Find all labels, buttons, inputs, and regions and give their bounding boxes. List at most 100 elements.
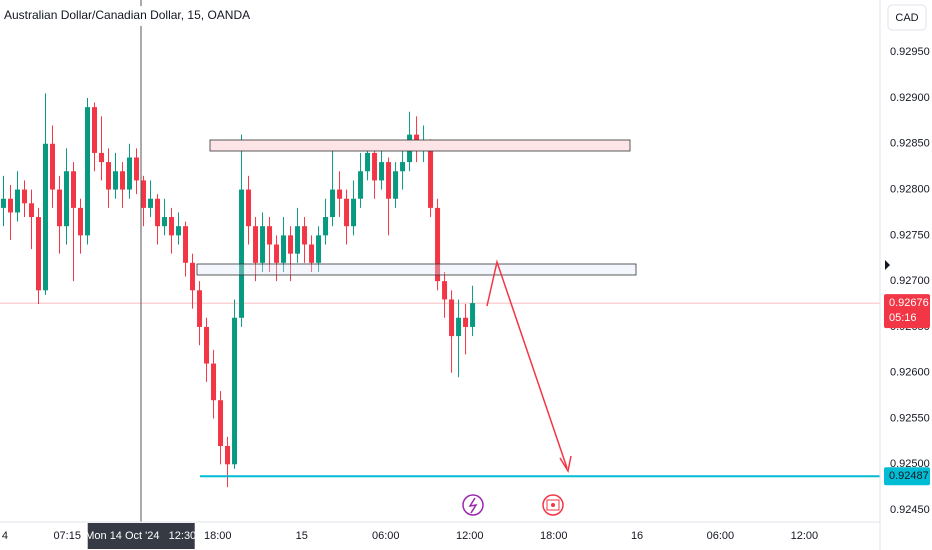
candle-body xyxy=(400,162,406,172)
candle-body xyxy=(281,235,287,263)
candle-body xyxy=(29,203,35,218)
flag-dot xyxy=(551,503,555,507)
candle-body xyxy=(309,244,315,263)
candle-body xyxy=(127,157,133,190)
candle-body xyxy=(379,162,385,181)
candle-body xyxy=(372,152,378,181)
candle-body xyxy=(323,217,329,236)
candle-body xyxy=(190,262,196,291)
candle-body xyxy=(316,235,322,263)
candle-body xyxy=(428,143,434,208)
last-price-bg xyxy=(884,294,930,329)
candle-body xyxy=(183,226,189,263)
candle-body xyxy=(435,207,441,282)
candle-body xyxy=(197,290,203,327)
projection-arrow xyxy=(486,259,568,469)
last-price-label: 0.92676 xyxy=(889,297,929,309)
candle-body xyxy=(288,235,294,254)
candle-body xyxy=(134,157,140,181)
candle-body xyxy=(8,198,14,213)
scroll-marker[interactable] xyxy=(885,260,890,270)
candle-body xyxy=(155,198,161,227)
y-tick-label: 0.92550 xyxy=(890,412,930,424)
y-tick-label: 0.92950 xyxy=(890,46,930,58)
candle-body xyxy=(148,198,154,208)
candle-body xyxy=(365,152,371,172)
candle-body xyxy=(78,207,84,236)
axes: 0.924500.925000.925500.926000.926500.927… xyxy=(2,46,930,549)
candle-body xyxy=(358,171,364,199)
candle-body xyxy=(1,198,7,208)
candle-body xyxy=(330,189,336,218)
candle-body xyxy=(71,171,77,208)
candle-body xyxy=(260,226,266,263)
candle-body xyxy=(85,107,91,236)
candle-body xyxy=(162,217,168,227)
candle-body xyxy=(36,217,42,291)
y-tick-label: 0.92900 xyxy=(890,92,930,104)
support-zone xyxy=(196,263,637,276)
y-tick-label: 0.92850 xyxy=(890,138,930,150)
candle-body xyxy=(456,317,462,337)
level-label-bg xyxy=(884,467,930,486)
candle-body xyxy=(43,143,49,291)
y-tick-label: 0.92750 xyxy=(890,229,930,241)
chart-title: Australian Dollar/Canadian Dollar, 15, O… xyxy=(4,8,250,22)
title-bg xyxy=(0,6,222,26)
y-tick-label: 0.92450 xyxy=(890,504,930,516)
candle-body xyxy=(232,317,238,465)
candle-body xyxy=(50,143,56,190)
candle-body xyxy=(57,189,63,227)
candle-body xyxy=(141,180,147,208)
candle-body xyxy=(267,226,273,245)
x-tick-label: 4 xyxy=(2,530,8,542)
crosshair-label: Mon 14 Oct '24 12:30 xyxy=(85,530,196,542)
y-tick-label: 0.92700 xyxy=(890,275,930,287)
candle-body xyxy=(463,317,469,327)
price-axis xyxy=(880,0,932,550)
candle-body xyxy=(386,162,392,199)
candle-body xyxy=(344,198,350,227)
x-tick-label: 18:00 xyxy=(204,530,232,542)
candle-body xyxy=(211,363,217,401)
candle-body xyxy=(442,281,448,300)
resistance-zone xyxy=(209,139,631,152)
candle-body xyxy=(120,171,126,190)
candle-body xyxy=(239,189,245,318)
x-tick-label: 16 xyxy=(631,530,643,542)
candle-body xyxy=(449,299,455,337)
candle-body xyxy=(246,189,252,227)
x-tick-label: 12:00 xyxy=(791,530,819,542)
candle-body xyxy=(337,189,343,199)
candle-body xyxy=(92,107,98,153)
candle-body xyxy=(393,171,399,199)
arrow-head xyxy=(559,455,572,474)
candle-body xyxy=(218,400,224,446)
currency-label[interactable]: CAD xyxy=(895,12,918,24)
candle-body xyxy=(470,303,476,327)
candle-body xyxy=(106,162,112,190)
x-tick-label: 18:00 xyxy=(540,530,568,542)
candle-body xyxy=(295,226,301,254)
candle-body xyxy=(302,226,308,245)
x-tick-label: 07:15 xyxy=(53,530,81,542)
crosshair-label-bg xyxy=(87,523,195,549)
event-glyph xyxy=(468,497,478,514)
candle-body xyxy=(113,171,119,190)
candle-body xyxy=(204,326,210,364)
plot-area xyxy=(0,93,880,488)
currency-button[interactable] xyxy=(887,4,927,31)
candle-body xyxy=(64,171,70,227)
x-tick-label: 12:00 xyxy=(456,530,484,542)
x-tick-label: 06:00 xyxy=(372,530,400,542)
candle-body xyxy=(15,189,21,213)
x-tick-label: 06:00 xyxy=(707,530,735,542)
y-tick-label: 0.92600 xyxy=(890,367,930,379)
candle-body xyxy=(176,226,182,236)
candle-body xyxy=(169,217,175,236)
countdown-label: 05:16 xyxy=(889,312,917,324)
level-label: 0.92487 xyxy=(889,470,929,482)
candle-body xyxy=(22,189,28,204)
x-tick-label: 15 xyxy=(296,530,308,542)
